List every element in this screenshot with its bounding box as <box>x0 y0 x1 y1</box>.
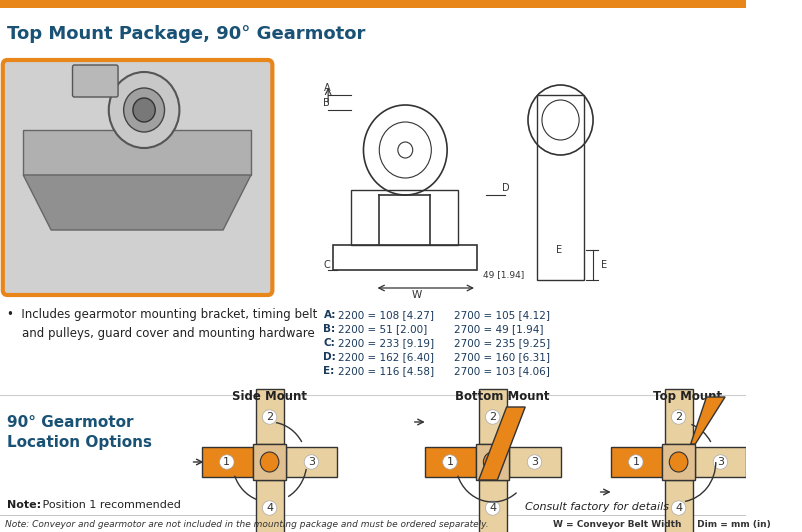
Text: Top Mount: Top Mount <box>653 390 722 403</box>
Bar <box>610 447 661 477</box>
Text: 3: 3 <box>530 457 537 467</box>
Text: Position 1 recommended: Position 1 recommended <box>39 500 180 510</box>
Polygon shape <box>23 175 251 230</box>
FancyBboxPatch shape <box>72 65 118 97</box>
Bar <box>332 245 476 270</box>
Text: C:: C: <box>323 338 334 348</box>
Text: Consult factory for details: Consult factory for details <box>525 502 668 512</box>
Text: E: E <box>555 245 561 255</box>
Text: 2200 = 108 [4.27]: 2200 = 108 [4.27] <box>338 310 434 320</box>
Text: 1: 1 <box>223 457 230 467</box>
FancyBboxPatch shape <box>2 60 272 295</box>
Text: A: A <box>323 83 330 93</box>
Bar <box>424 447 476 477</box>
Text: E:: E: <box>323 366 334 376</box>
Text: 3: 3 <box>716 457 723 467</box>
Text: 2700 = 160 [6.31]: 2700 = 160 [6.31] <box>453 352 549 362</box>
Polygon shape <box>23 130 251 175</box>
Text: 4: 4 <box>674 503 682 513</box>
Bar <box>537 95 583 280</box>
Text: B: B <box>323 98 330 108</box>
Text: Note:: Note: <box>7 500 42 510</box>
Bar <box>478 480 506 532</box>
Text: C: C <box>323 260 330 270</box>
Text: 2: 2 <box>265 412 273 422</box>
Text: 2200 = 233 [9.19]: 2200 = 233 [9.19] <box>338 338 434 348</box>
Circle shape <box>124 88 164 132</box>
FancyBboxPatch shape <box>0 0 746 8</box>
Text: 2: 2 <box>488 412 496 422</box>
Text: B:: B: <box>323 324 335 334</box>
Bar <box>508 447 560 477</box>
Bar <box>695 447 746 477</box>
Bar <box>201 447 253 477</box>
Text: 4: 4 <box>488 503 496 513</box>
Polygon shape <box>478 407 525 480</box>
Polygon shape <box>690 397 724 444</box>
Text: 2700 = 235 [9.25]: 2700 = 235 [9.25] <box>453 338 549 348</box>
Bar <box>286 447 337 477</box>
Bar <box>664 480 691 532</box>
Bar <box>253 444 286 480</box>
Text: 2200 = 51 [2.00]: 2200 = 51 [2.00] <box>338 324 427 334</box>
Text: Side Mount: Side Mount <box>232 390 306 403</box>
Circle shape <box>483 452 501 472</box>
Text: •  Includes gearmotor mounting bracket, timing belt
    and pulleys, guard cover: • Includes gearmotor mounting bracket, t… <box>7 308 318 340</box>
Circle shape <box>668 452 687 472</box>
Text: 1: 1 <box>446 457 453 467</box>
Text: W = Conveyor Belt Width     Dim = mm (in): W = Conveyor Belt Width Dim = mm (in) <box>553 520 770 529</box>
Text: A:: A: <box>323 310 335 320</box>
Text: 2: 2 <box>674 412 682 422</box>
Text: 1: 1 <box>631 457 638 467</box>
Bar <box>255 480 283 532</box>
Text: E: E <box>600 260 606 270</box>
Circle shape <box>108 72 179 148</box>
Text: 2200 = 162 [6.40]: 2200 = 162 [6.40] <box>338 352 434 362</box>
Text: 90° Gearmotor
Location Options: 90° Gearmotor Location Options <box>7 415 152 450</box>
Text: 3: 3 <box>307 457 314 467</box>
Text: 49 [1.94]: 49 [1.94] <box>483 270 524 279</box>
Text: D:: D: <box>323 352 336 362</box>
Bar <box>661 444 695 480</box>
Text: Top Mount Package, 90° Gearmotor: Top Mount Package, 90° Gearmotor <box>7 25 366 43</box>
Text: D: D <box>501 183 509 193</box>
Text: 2700 = 105 [4.12]: 2700 = 105 [4.12] <box>453 310 549 320</box>
Text: 4: 4 <box>265 503 273 513</box>
Text: Bottom Mount: Bottom Mount <box>454 390 549 403</box>
Circle shape <box>133 98 155 122</box>
Circle shape <box>260 452 278 472</box>
Text: 2700 = 103 [4.06]: 2700 = 103 [4.06] <box>453 366 549 376</box>
Text: 2200 = 116 [4.58]: 2200 = 116 [4.58] <box>338 366 434 376</box>
Text: W: W <box>411 290 421 300</box>
Bar <box>664 389 691 444</box>
Text: 2700 = 49 [1.94]: 2700 = 49 [1.94] <box>453 324 542 334</box>
Bar <box>351 190 458 245</box>
Bar <box>478 389 506 444</box>
Bar <box>255 389 283 444</box>
Bar <box>476 444 508 480</box>
Text: Note: Conveyor and gearmotor are not included in the mounting package and must b: Note: Conveyor and gearmotor are not inc… <box>5 520 488 529</box>
